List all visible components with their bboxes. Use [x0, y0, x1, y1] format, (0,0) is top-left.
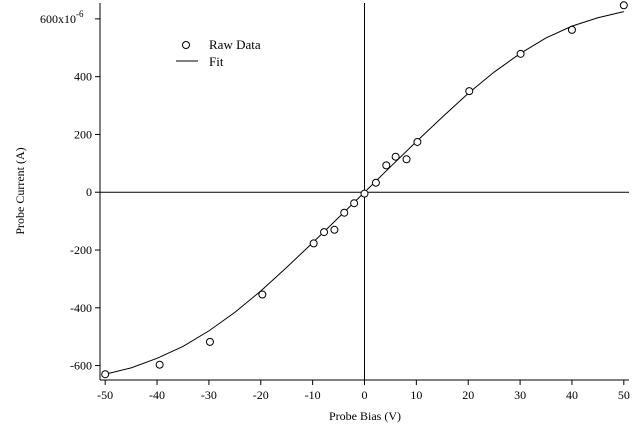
raw-data-point	[371, 178, 380, 187]
raw-data-point	[205, 337, 214, 346]
raw-data-point	[101, 370, 110, 379]
raw-data-point	[350, 199, 359, 208]
x-tick-label: 40	[566, 388, 578, 402]
x-tick-label: 0	[362, 388, 368, 402]
y-tick-label: -400	[70, 301, 92, 315]
y-tick-label: 0	[86, 185, 92, 199]
x-tick-label: 50	[618, 388, 630, 402]
tick-labels: -50 -40 -30 -20 -10 0 10 20 30 40 50 400 200 0 -200 -40…	[40, 9, 630, 402]
x-tick-label: -50	[97, 388, 113, 402]
x-tick-label: -40	[149, 388, 165, 402]
legend: Raw Data Fit	[176, 37, 261, 69]
legend-fit-label: Fit	[209, 54, 224, 69]
legend-raw-data-label: Raw Data	[209, 37, 261, 52]
raw-data-point	[258, 290, 267, 299]
x-tick-label: 20	[462, 388, 474, 402]
raw-data-point	[516, 49, 525, 58]
y-tick-label: 200	[74, 127, 92, 141]
raw-data-point	[382, 161, 391, 170]
x-tick-label: -30	[201, 388, 217, 402]
raw-data-point	[320, 228, 329, 237]
raw-data-point	[330, 225, 339, 234]
y-tick-label-top: 600x10-6	[40, 9, 84, 26]
x-axis-title: Probe Bias (V)	[329, 409, 401, 423]
tick-marks	[95, 18, 625, 385]
raw-data-point	[391, 152, 400, 161]
raw-data-point	[340, 208, 349, 217]
raw-data-point	[619, 1, 628, 10]
raw-data-point	[309, 239, 318, 248]
raw-data-point	[413, 137, 422, 146]
raw-data-point	[402, 155, 411, 164]
x-tick-label: 30	[514, 388, 526, 402]
x-tick-label: -20	[253, 388, 269, 402]
raw-data-point	[567, 25, 576, 34]
raw-data-series	[101, 1, 628, 379]
raw-data-point	[465, 87, 474, 96]
y-axis-title: Probe Current (A)	[13, 147, 27, 234]
y-tick-label: -200	[70, 243, 92, 257]
x-tick-label: 10	[410, 388, 422, 402]
x-tick-label: -10	[305, 388, 321, 402]
legend-raw-data-marker	[182, 41, 190, 49]
raw-data-point	[360, 189, 369, 198]
y-tick-label: 400	[74, 70, 92, 84]
raw-data-point	[155, 360, 164, 369]
y-tick-label: -600	[70, 359, 92, 373]
